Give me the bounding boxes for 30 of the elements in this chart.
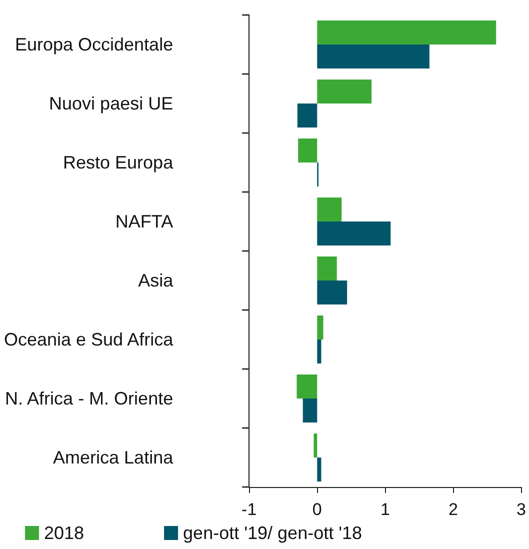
bar [317, 256, 337, 280]
bar [317, 222, 391, 246]
bar [317, 198, 342, 222]
bar [314, 434, 318, 458]
bar [317, 80, 372, 104]
bar [296, 374, 318, 398]
bar [317, 44, 430, 68]
bar [317, 340, 322, 364]
legend-label: 2018 [44, 523, 84, 543]
y-tick-label: Oceania e Sud Africa [4, 330, 174, 350]
x-tick-label: 3 [516, 500, 526, 519]
y-tick-label: Europa Occidentale [14, 34, 174, 54]
bar [317, 280, 348, 304]
y-tick-label: Asia [138, 270, 174, 290]
bar [317, 458, 322, 482]
bar [302, 398, 318, 422]
x-tick-label: 1 [380, 500, 390, 519]
x-tick-label: -1 [242, 500, 257, 519]
bar [317, 20, 496, 44]
bar [298, 138, 318, 162]
bar [297, 104, 318, 128]
bar [317, 316, 324, 340]
y-tick-label: Resto Europa [63, 152, 174, 172]
y-tick-label: Nuovi paesi UE [49, 94, 174, 114]
y-tick-label: N. Africa - M. Oriente [5, 388, 174, 408]
y-tick-label: America Latina [53, 448, 174, 468]
x-tick-label: 0 [312, 500, 322, 519]
legend-label: gen-ott '19/ gen-ott '18 [183, 523, 362, 543]
x-tick-label: 2 [448, 500, 458, 519]
y-tick-label: NAFTA [115, 212, 174, 232]
